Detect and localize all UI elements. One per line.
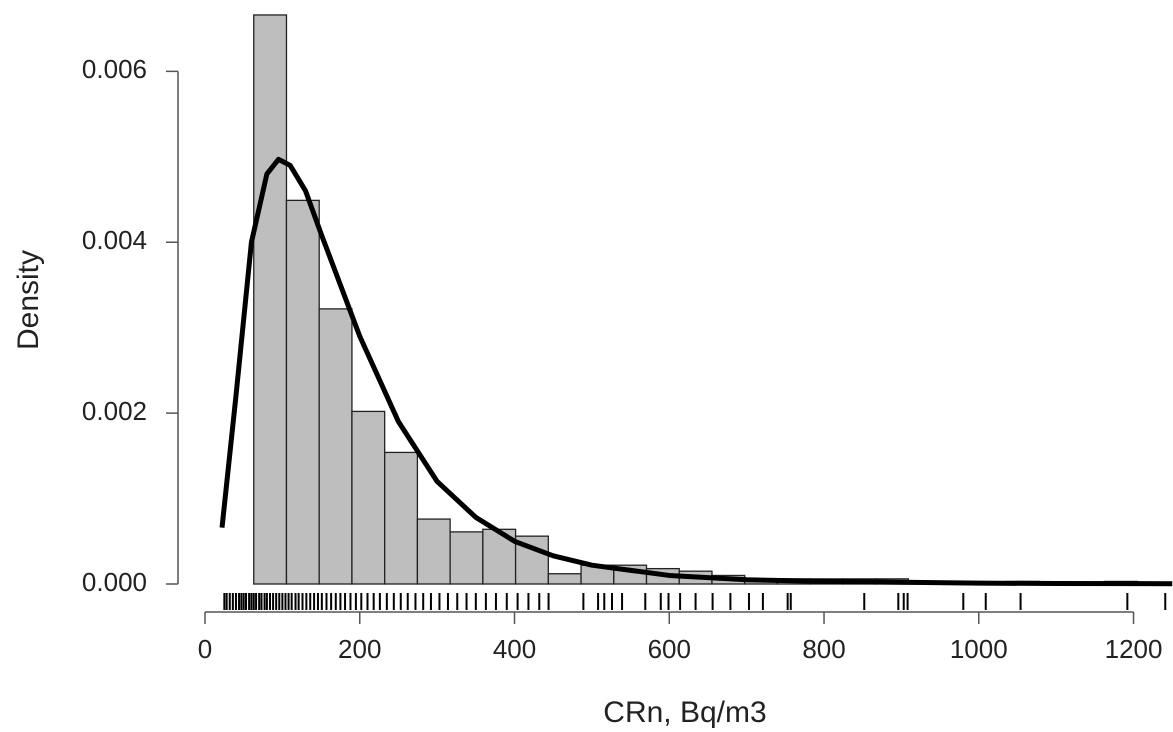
histogram-bar (253, 14, 288, 585)
x-tick-label: 800 (802, 634, 845, 664)
density-curve (219, 156, 1173, 587)
histogram-bar (416, 518, 451, 585)
x-tick-label: 200 (338, 634, 381, 664)
histogram-bar (318, 308, 353, 585)
histogram-bar (449, 531, 484, 585)
x-tick-label: 0 (198, 634, 212, 664)
x-tick-label: 600 (648, 634, 691, 664)
histogram-bar (384, 451, 419, 585)
y-axis-label: Density (12, 250, 45, 350)
histogram-bar (547, 573, 582, 585)
y-tick-label: 0.004 (82, 225, 147, 255)
x-axis-label: CRn, Bq/m3 (603, 696, 766, 729)
histogram-bar (285, 199, 320, 585)
x-tick-label: 1000 (950, 634, 1008, 664)
y-tick-label: 0.006 (82, 54, 147, 84)
histogram-bar (351, 410, 386, 585)
y-tick-label: 0.000 (82, 567, 147, 597)
x-tick-label: 400 (493, 634, 536, 664)
x-tick-label: 1200 (1105, 634, 1163, 664)
y-tick-label: 0.002 (82, 396, 147, 426)
